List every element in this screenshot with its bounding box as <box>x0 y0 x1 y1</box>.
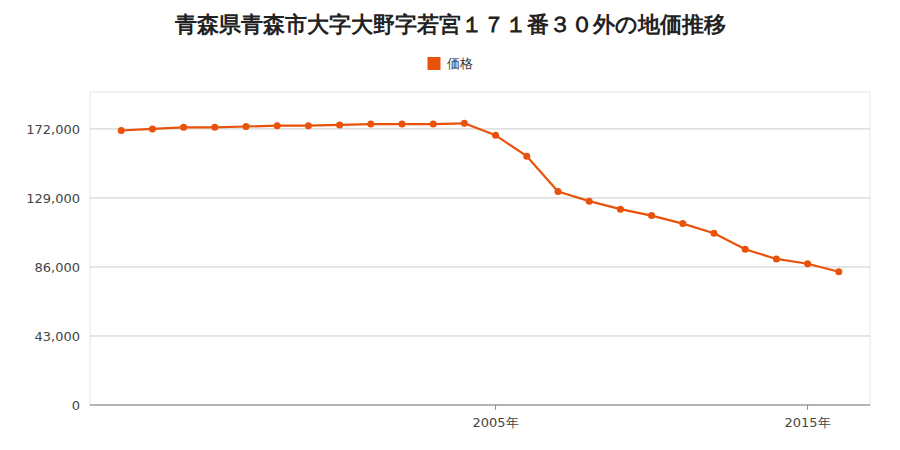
point <box>586 198 593 205</box>
chart: 青森県青森市大字大野字若宮１７１番３０外の地価推移 0 43,000 86,000 12… <box>0 0 900 450</box>
point <box>274 122 281 129</box>
point <box>305 122 312 129</box>
x-tick-label: 2015年 <box>785 415 831 430</box>
title: 青森県青森市大字大野字若宮１７１番３０外の地価推移 <box>174 12 726 37</box>
grid-line <box>90 405 870 406</box>
x-tick <box>807 405 808 410</box>
point <box>773 255 780 262</box>
point <box>492 132 499 139</box>
x-tick <box>495 405 496 410</box>
y-tick-label: 129,000 <box>26 191 80 206</box>
point <box>461 120 468 127</box>
point <box>523 153 530 160</box>
point <box>367 121 374 128</box>
point <box>180 124 187 131</box>
y-tick-label: 43,000 <box>35 329 81 344</box>
grid-line <box>90 266 870 267</box>
point <box>711 230 718 237</box>
point <box>211 124 218 131</box>
y-tick-label: 86,000 <box>35 260 81 275</box>
grid-line <box>90 335 870 336</box>
plot-frame <box>90 92 870 405</box>
legend-swatch <box>428 57 441 70</box>
point <box>742 246 749 253</box>
point <box>679 220 686 227</box>
point <box>430 121 437 128</box>
point <box>835 268 842 275</box>
grid-line <box>90 197 870 198</box>
x-tick-label: 2005年 <box>473 415 519 430</box>
x-axis-line <box>90 405 870 406</box>
legend-label: 価格 <box>447 56 473 71</box>
point <box>149 125 156 132</box>
point <box>118 127 125 134</box>
point <box>617 206 624 213</box>
point <box>336 121 343 128</box>
legend: 価格 <box>428 56 473 71</box>
point <box>243 123 250 130</box>
point <box>399 121 406 128</box>
line <box>121 123 839 271</box>
point <box>648 212 655 219</box>
point <box>804 260 811 267</box>
plot-area <box>118 120 843 275</box>
point <box>555 188 562 195</box>
y-tick-label: 172,000 <box>26 122 80 137</box>
y-tick-label: 0 <box>72 398 80 413</box>
